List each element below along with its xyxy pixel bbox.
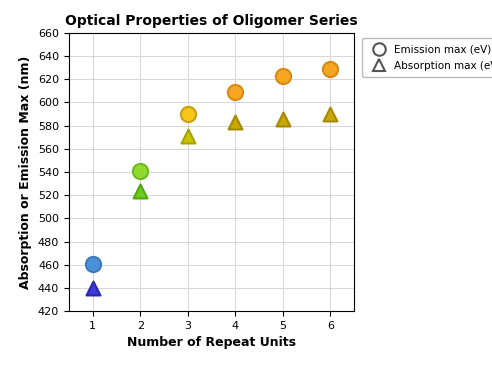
Title: Optical Properties of Oligomer Series: Optical Properties of Oligomer Series xyxy=(65,14,358,27)
Point xyxy=(279,73,287,79)
Point xyxy=(184,133,192,139)
X-axis label: Number of Repeat Units: Number of Repeat Units xyxy=(127,336,296,350)
Point xyxy=(89,261,96,266)
Point xyxy=(231,89,239,95)
Y-axis label: Absorption or Emission Max (nm): Absorption or Emission Max (nm) xyxy=(19,55,32,289)
Point xyxy=(136,188,144,194)
Point xyxy=(184,111,192,117)
Point xyxy=(327,66,335,72)
Point xyxy=(327,111,335,117)
Point xyxy=(136,168,144,174)
Legend: Emission max (eV), Absorption max (eV): Emission max (eV), Absorption max (eV) xyxy=(362,38,492,77)
Point xyxy=(231,119,239,125)
Point xyxy=(279,116,287,122)
Point xyxy=(89,285,96,291)
